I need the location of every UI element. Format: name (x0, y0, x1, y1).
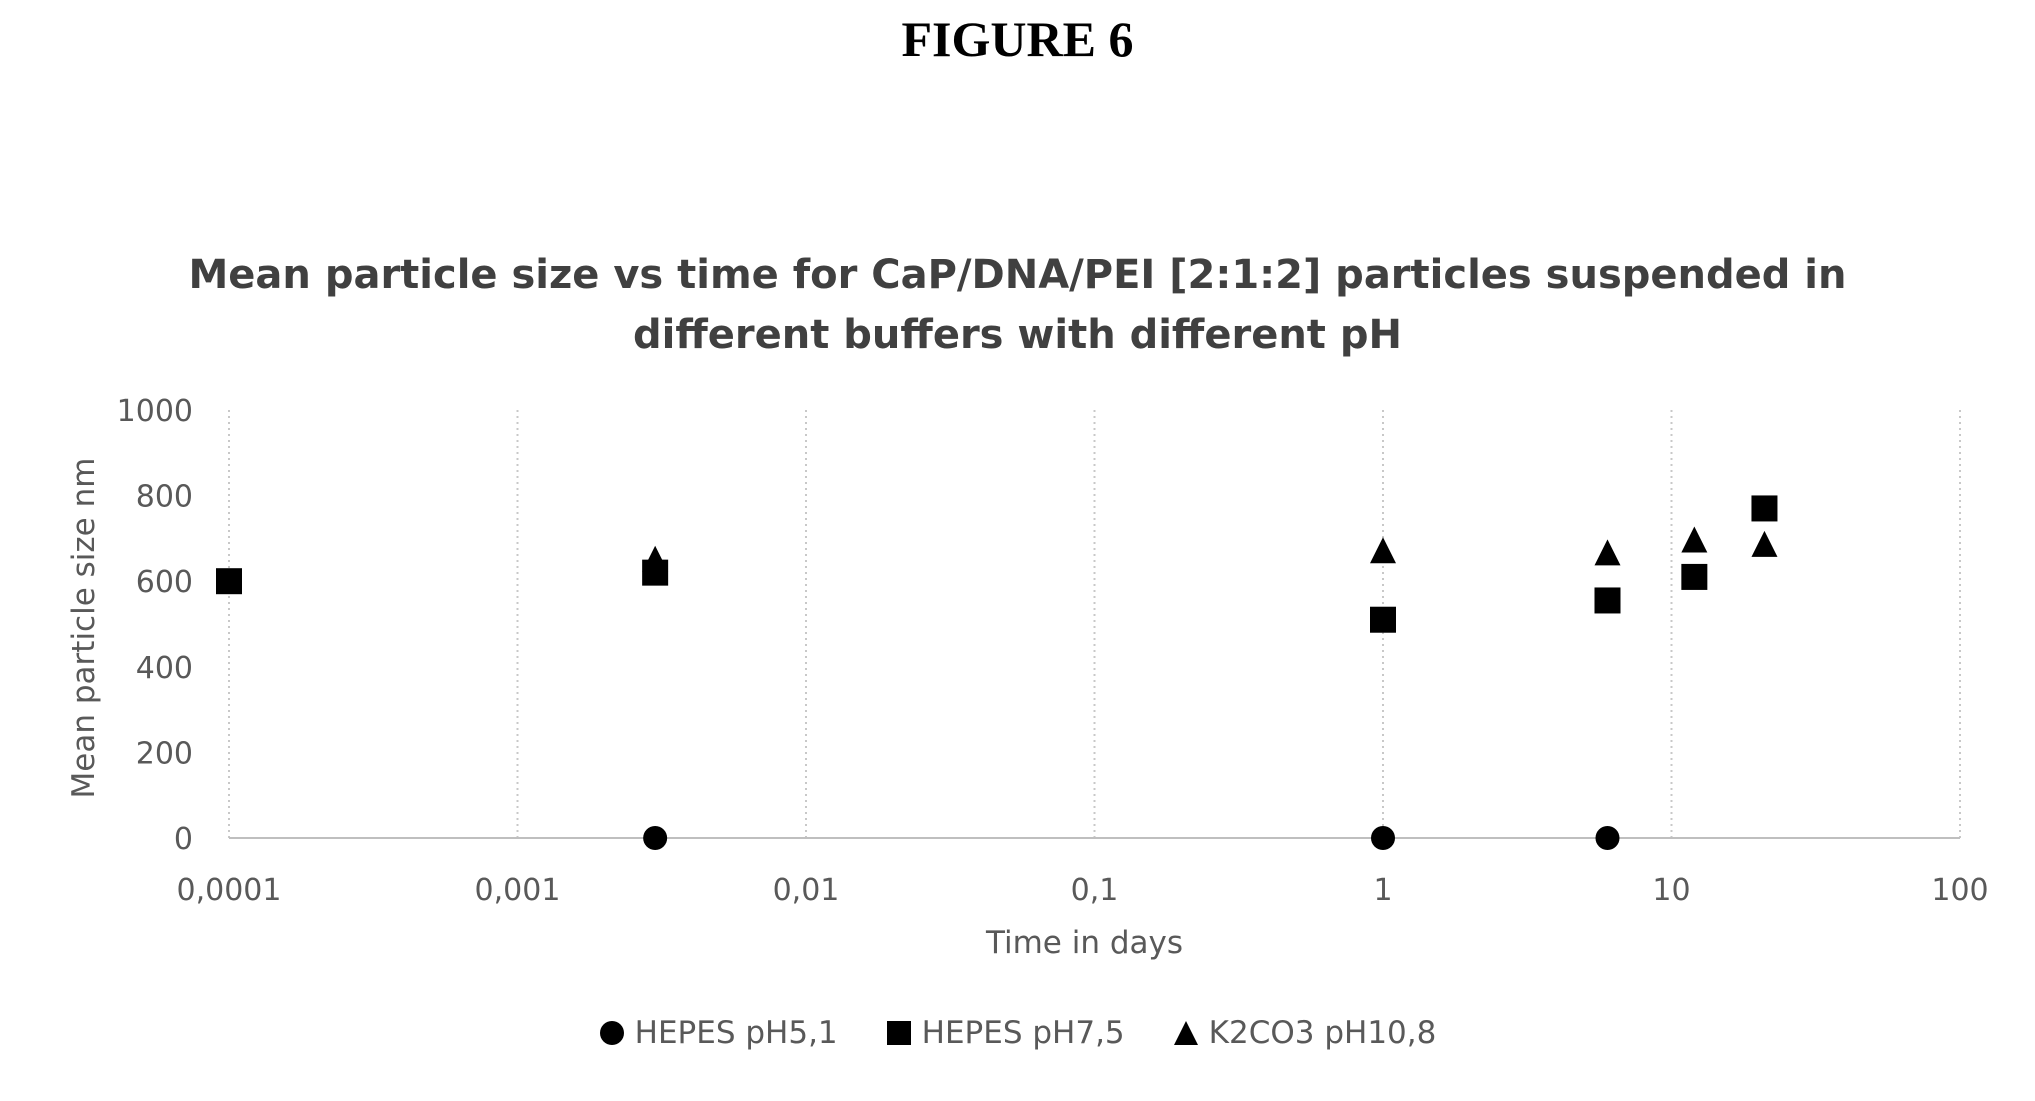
data-point-square (1681, 563, 1708, 590)
y-axis-title: Mean particle size nm (66, 458, 102, 799)
data-point-triangle (1751, 530, 1778, 557)
chart-title-line-1: Mean particle size vs time for CaP/DNA/P… (188, 252, 1847, 298)
legend-label: HEPES pH5,1 (634, 1015, 838, 1051)
data-point-circle (1371, 826, 1395, 850)
legend-square-marker (886, 1021, 911, 1045)
x-tick-label: 10 (1652, 873, 1690, 908)
x-tick-label: 1 (1373, 873, 1392, 908)
x-tick-label: 0,0001 (177, 873, 282, 908)
data-point-square (216, 568, 242, 595)
y-tick-label: 400 (136, 651, 193, 686)
x-tick-label: 0,01 (773, 873, 840, 908)
legend-label: K2CO3 pH10,8 (1208, 1015, 1437, 1051)
data-point-triangle (1594, 539, 1621, 566)
data-point-triangle (1370, 537, 1396, 564)
legend-label: HEPES pH7,5 (921, 1015, 1125, 1051)
x-tick-label: 0,1 (1071, 873, 1119, 908)
legend-circle-marker (599, 1021, 624, 1045)
data-point-circle (1595, 826, 1620, 850)
data-point-square (1751, 495, 1778, 522)
chart-title-line-2: different buffers with different pH (633, 312, 1402, 358)
data-point-circle (643, 826, 668, 850)
y-tick-label: 200 (136, 736, 193, 771)
x-tick-label: 100 (1931, 873, 1988, 908)
data-point-square (1594, 587, 1621, 614)
data-point-triangle (642, 545, 669, 572)
legend-triangle-marker (1173, 1021, 1198, 1045)
legend-item-hepes-ph51: HEPES pH5,1 (599, 1015, 838, 1051)
legend-item-hepes-ph75: HEPES pH7,5 (886, 1015, 1125, 1051)
data-point-square (1370, 606, 1396, 633)
y-tick-label: 600 (136, 565, 193, 600)
y-tick-label: 800 (136, 480, 193, 515)
legend-item-k2co3-ph108: K2CO3 pH10,8 (1173, 1015, 1437, 1051)
x-axis-title: Time in days (985, 925, 1183, 961)
figure-label: FIGURE 6 (901, 11, 1134, 67)
chart-legend: HEPES pH5,1 HEPES pH7,5 K2CO3 pH10,8 (0, 1015, 2035, 1051)
y-tick-label: 0 (174, 822, 193, 857)
x-tick-label: 0,001 (475, 873, 561, 908)
y-tick-label: 1000 (117, 394, 193, 429)
data-point-triangle (1681, 526, 1708, 553)
